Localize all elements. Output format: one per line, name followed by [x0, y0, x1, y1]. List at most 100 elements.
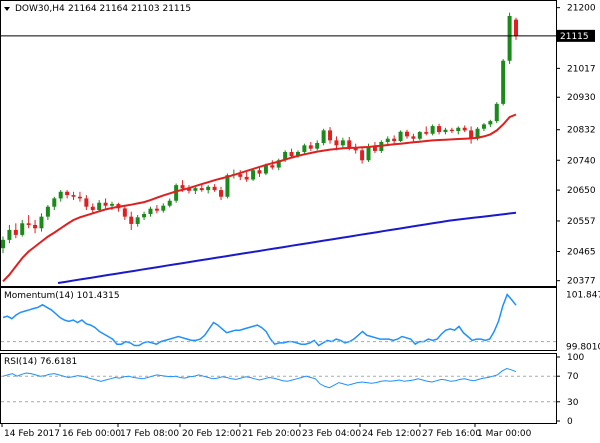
candle-body: [263, 165, 268, 174]
candle-body: [148, 208, 153, 214]
candle-body: [45, 206, 50, 217]
rsi-line: [2, 367, 517, 389]
rsi-panel: [0, 353, 557, 424]
candle-body: [219, 190, 224, 197]
candle-body: [90, 206, 95, 211]
candle-body: [212, 186, 217, 191]
candle-body: [33, 224, 38, 229]
candle-body: [154, 208, 159, 211]
momentum-tick-label: 101.8476: [566, 291, 600, 301]
time-tick-label: 14 Feb 2017: [4, 429, 60, 439]
candle-body: [334, 140, 339, 146]
rsi-tick-label: 100: [567, 353, 584, 363]
candle-body: [257, 170, 262, 174]
candle-body: [58, 191, 63, 199]
momentum-line-layer: [1, 293, 556, 347]
moving-average-line: [2, 113, 517, 282]
price-tick-label: 20832: [567, 126, 596, 136]
candle-body: [411, 136, 416, 139]
candle-body: [142, 213, 147, 218]
symbol-label: DOW30,H4: [15, 4, 65, 14]
candle-body: [507, 15, 512, 61]
dropdown-triangle-icon[interactable]: [4, 7, 10, 11]
candle-body: [7, 229, 12, 240]
candle-body: [122, 208, 127, 217]
candle-body: [308, 145, 313, 149]
candle-body: [295, 151, 300, 157]
candle-body: [276, 160, 281, 168]
momentum-tick-label: 99.80105: [566, 343, 600, 353]
candle-body: [398, 131, 403, 142]
momentum-line: [2, 293, 517, 347]
candle-body: [65, 191, 70, 196]
candle-body: [1, 239, 5, 249]
candle-body: [328, 130, 333, 141]
candle-body: [501, 60, 506, 104]
candle-body: [251, 170, 256, 180]
candle-body: [475, 128, 480, 139]
candle-body: [289, 151, 294, 157]
candle-body: [283, 151, 288, 161]
candle-body: [238, 174, 243, 177]
candle-body: [494, 103, 499, 122]
candle-body: [103, 202, 108, 206]
moving-average-line: [57, 211, 517, 284]
candle-body: [360, 150, 365, 161]
candle-body: [424, 132, 429, 134]
candle-body: [392, 138, 397, 142]
candle-body: [430, 126, 435, 134]
candle-body: [244, 176, 249, 180]
candle-body: [39, 216, 44, 229]
moving-average-layer: [2, 113, 517, 284]
price-axis: 21200 21115 21017 20930 20832 20740 20650 20557…: [556, 4, 600, 427]
candle-body: [129, 216, 134, 224]
candle-body: [71, 195, 76, 197]
candle-layer: [0, 12, 557, 254]
chart-header: DOW30,H4 21164 21164 21103 21115: [4, 4, 191, 14]
candle-body: [270, 165, 275, 168]
candle-body: [20, 223, 25, 235]
candle-body: [443, 129, 448, 133]
price-tick-label: 20740: [567, 156, 596, 166]
time-tick-label: 16 Feb 00:00: [62, 429, 121, 439]
candle-body: [456, 127, 461, 132]
main-panel: [0, 0, 557, 287]
time-tick-label: 20 Feb 12:00: [182, 429, 241, 439]
rsi-tick-label: 0: [567, 417, 573, 427]
current-price-box: [557, 29, 595, 42]
price-tick-label: 20377: [567, 277, 596, 287]
time-tick-label: 23 Feb 04:00: [302, 429, 361, 439]
candle-body: [315, 143, 320, 149]
price-tick-label: 20465: [567, 247, 596, 257]
rsi-tick-label: 30: [567, 398, 579, 408]
candle-body: [385, 138, 390, 143]
price-tick-label: 20650: [567, 186, 596, 196]
candle-body: [135, 217, 140, 224]
candle-body: [417, 132, 422, 139]
momentum-label: Momentum(14) 101.4315: [4, 291, 120, 301]
candle-body: [437, 126, 442, 133]
candle-body: [469, 130, 474, 139]
price-tick-label: 21200: [567, 4, 596, 14]
candle-body: [186, 188, 191, 191]
candle-body: [206, 186, 211, 191]
candle-body: [199, 188, 204, 191]
price-tick-label: 21017: [567, 64, 596, 74]
candle-body: [488, 121, 493, 125]
candle-body: [52, 198, 57, 207]
price-tick-label: 20557: [567, 217, 596, 227]
time-tick-label: 21 Feb 20:00: [242, 429, 301, 439]
candle-body: [514, 19, 518, 36]
price-tick-label: 20930: [567, 93, 596, 103]
candle-body: [372, 146, 377, 151]
candle-body: [97, 202, 102, 211]
time-tick-label: 17 Feb 08:00: [120, 429, 179, 439]
candle-body: [404, 131, 409, 137]
ohlc-values: 21164 21164 21103 21115: [68, 4, 191, 14]
rsi-line-layer: [1, 367, 556, 403]
candle-body: [167, 200, 172, 206]
candle-body: [347, 140, 352, 148]
